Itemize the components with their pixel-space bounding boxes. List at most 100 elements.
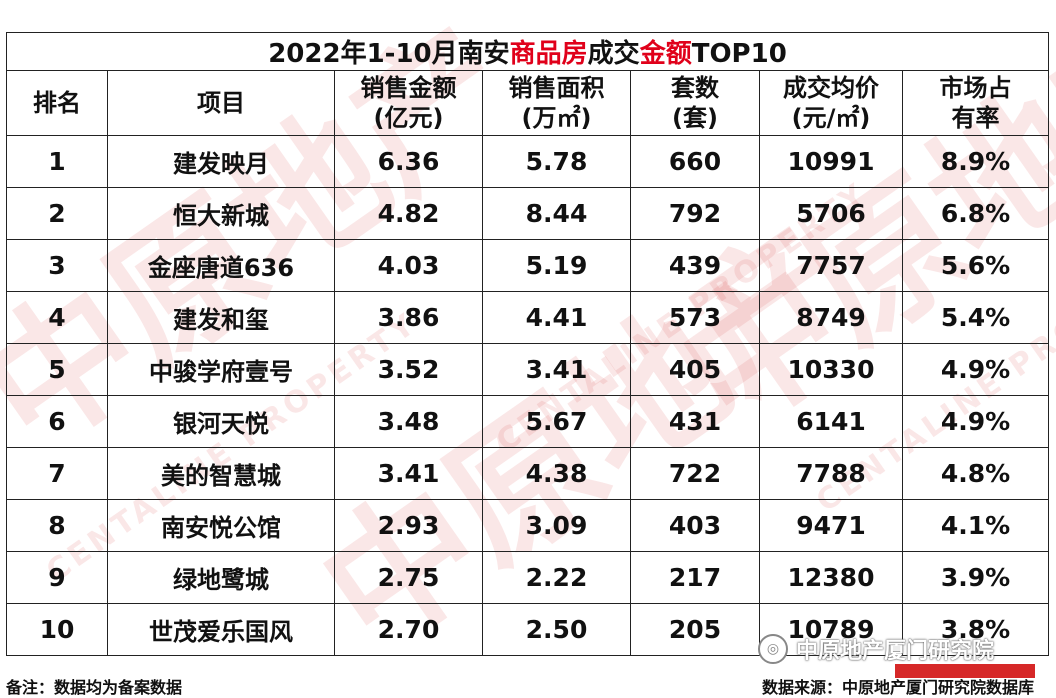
table-row: 3 金座唐道636 4.03 5.19 439 7757 5.6% bbox=[6, 239, 1049, 292]
cell-area: 4.41 bbox=[482, 291, 631, 344]
cell-rank: 9 bbox=[6, 551, 108, 604]
cell-share: 4.9% bbox=[902, 343, 1049, 396]
table-row: 2 恒大新城 4.82 8.44 792 5706 6.8% bbox=[6, 187, 1049, 240]
cell-amount: 2.70 bbox=[334, 603, 483, 656]
cell-share: 5.6% bbox=[902, 239, 1049, 292]
cell-amount: 2.93 bbox=[334, 499, 483, 552]
table-title: 2022年1-10月南安商品房成交金额TOP10 bbox=[6, 32, 1049, 71]
cell-units: 792 bbox=[630, 187, 760, 240]
cell-amount: 6.36 bbox=[334, 135, 483, 188]
top10-table: 2022年1-10月南安商品房成交金额TOP10 排名 项目 销售金额 (亿元) … bbox=[6, 32, 1049, 656]
cell-price: 10991 bbox=[759, 135, 903, 188]
cell-area: 3.41 bbox=[482, 343, 631, 396]
cell-units: 439 bbox=[630, 239, 760, 292]
cell-share: 4.1% bbox=[902, 499, 1049, 552]
cell-project: 中骏学府壹号 bbox=[107, 343, 335, 396]
cell-share: 3.9% bbox=[902, 551, 1049, 604]
brand-badge: ◎ 中原地产厦门研究院 bbox=[758, 633, 994, 665]
cell-area: 4.38 bbox=[482, 447, 631, 500]
cell-price: 9471 bbox=[759, 499, 903, 552]
title-part2: 成交 bbox=[587, 39, 640, 69]
cell-units: 205 bbox=[630, 603, 760, 656]
cell-area: 5.78 bbox=[482, 135, 631, 188]
cell-project: 银河天悦 bbox=[107, 395, 335, 448]
table-row: 1 建发映月 6.36 5.78 660 10991 8.9% bbox=[6, 135, 1049, 188]
cell-units: 403 bbox=[630, 499, 760, 552]
cell-price: 7757 bbox=[759, 239, 903, 292]
title-part3: TOP10 bbox=[691, 39, 787, 69]
cell-units: 573 bbox=[630, 291, 760, 344]
cell-units: 217 bbox=[630, 551, 760, 604]
footer-source: 数据来源：中原地产厦门研究院数据库 bbox=[761, 678, 1034, 697]
cell-units: 660 bbox=[630, 135, 760, 188]
cell-price: 7788 bbox=[759, 447, 903, 500]
cell-rank: 10 bbox=[6, 603, 108, 656]
red-bar-decoration bbox=[895, 664, 1035, 678]
cell-area: 5.67 bbox=[482, 395, 631, 448]
cell-price: 12380 bbox=[759, 551, 903, 604]
header-market-share: 市场占 有率 bbox=[902, 70, 1049, 136]
cell-share: 4.8% bbox=[902, 447, 1049, 500]
cell-area: 2.22 bbox=[482, 551, 631, 604]
cell-price: 10330 bbox=[759, 343, 903, 396]
cell-share: 5.4% bbox=[902, 291, 1049, 344]
cell-project: 恒大新城 bbox=[107, 187, 335, 240]
cell-project: 世茂爱乐国风 bbox=[107, 603, 335, 656]
cell-share: 6.8% bbox=[902, 187, 1049, 240]
header-project: 项目 bbox=[107, 70, 335, 136]
cell-area: 5.19 bbox=[482, 239, 631, 292]
cell-rank: 1 bbox=[6, 135, 108, 188]
cell-project: 绿地鹭城 bbox=[107, 551, 335, 604]
cell-rank: 5 bbox=[6, 343, 108, 396]
cell-rank: 2 bbox=[6, 187, 108, 240]
brand-name: 中原地产厦门研究院 bbox=[796, 639, 995, 664]
header-sales-amount: 销售金额 (亿元) bbox=[334, 70, 483, 136]
cell-area: 3.09 bbox=[482, 499, 631, 552]
cell-rank: 3 bbox=[6, 239, 108, 292]
cell-rank: 6 bbox=[6, 395, 108, 448]
cell-price: 8749 bbox=[759, 291, 903, 344]
cell-amount: 3.86 bbox=[334, 291, 483, 344]
title-part1: 2022年1-10月南安 bbox=[268, 39, 510, 69]
cell-area: 8.44 bbox=[482, 187, 631, 240]
cell-amount: 2.75 bbox=[334, 551, 483, 604]
table-row: 6 银河天悦 3.48 5.67 431 6141 4.9% bbox=[6, 395, 1049, 448]
cell-rank: 8 bbox=[6, 499, 108, 552]
header-sales-area: 销售面积 (万㎡) bbox=[482, 70, 631, 136]
cell-units: 722 bbox=[630, 447, 760, 500]
cell-project: 建发和玺 bbox=[107, 291, 335, 344]
header-rank: 排名 bbox=[6, 70, 108, 136]
cell-units: 405 bbox=[630, 343, 760, 396]
cell-amount: 4.03 bbox=[334, 239, 483, 292]
title-highlight2: 金额 bbox=[639, 39, 692, 69]
cell-amount: 3.41 bbox=[334, 447, 483, 500]
table-row: 5 中骏学府壹号 3.52 3.41 405 10330 4.9% bbox=[6, 343, 1049, 396]
header-avg-price: 成交均价 (元/㎡) bbox=[759, 70, 903, 136]
title-highlight1: 商品房 bbox=[509, 39, 588, 69]
cell-rank: 4 bbox=[6, 291, 108, 344]
cell-amount: 3.52 bbox=[334, 343, 483, 396]
cell-project: 美的智慧城 bbox=[107, 447, 335, 500]
cell-area: 2.50 bbox=[482, 603, 631, 656]
cell-share: 4.9% bbox=[902, 395, 1049, 448]
cell-price: 5706 bbox=[759, 187, 903, 240]
cell-share: 8.9% bbox=[902, 135, 1049, 188]
wechat-icon: ◎ bbox=[758, 634, 788, 664]
header-units: 套数 (套) bbox=[630, 70, 760, 136]
cell-amount: 3.48 bbox=[334, 395, 483, 448]
table-row: 8 南安悦公馆 2.93 3.09 403 9471 4.1% bbox=[6, 499, 1049, 552]
table-row: 9 绿地鹭城 2.75 2.22 217 12380 3.9% bbox=[6, 551, 1049, 604]
footer-note: 备注：数据均为备案数据 bbox=[6, 678, 183, 697]
cell-amount: 4.82 bbox=[334, 187, 483, 240]
cell-price: 6141 bbox=[759, 395, 903, 448]
table-row: 4 建发和玺 3.86 4.41 573 8749 5.4% bbox=[6, 291, 1049, 344]
cell-units: 431 bbox=[630, 395, 760, 448]
cell-project: 南安悦公馆 bbox=[107, 499, 335, 552]
cell-project: 金座唐道636 bbox=[107, 239, 335, 292]
cell-rank: 7 bbox=[6, 447, 108, 500]
table-row: 7 美的智慧城 3.41 4.38 722 7788 4.8% bbox=[6, 447, 1049, 500]
table-title-row: 2022年1-10月南安商品房成交金额TOP10 bbox=[6, 32, 1049, 71]
header-row: 排名 项目 销售金额 (亿元) 销售面积 (万㎡) 套数 (套) 成交均价 (元/㎡) … bbox=[6, 70, 1049, 136]
cell-project: 建发映月 bbox=[107, 135, 335, 188]
cell-share: 3.8% bbox=[902, 603, 1049, 656]
